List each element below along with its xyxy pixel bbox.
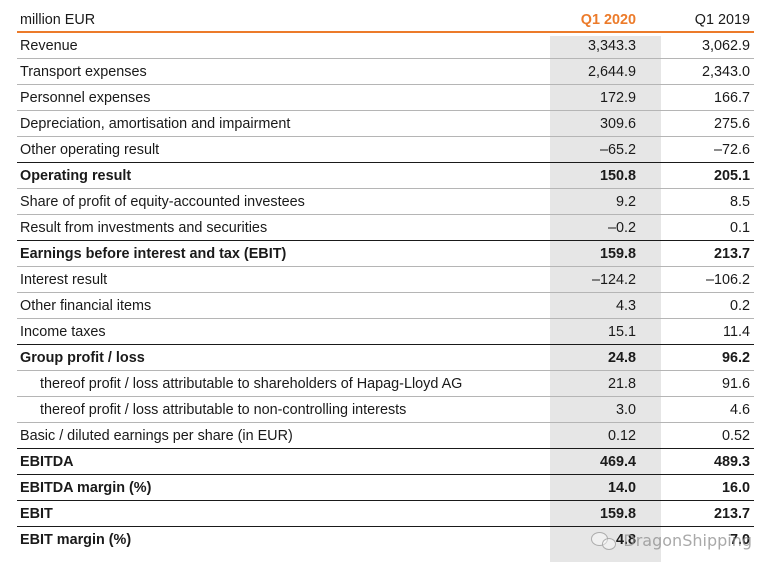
table-row: Result from investments and securities –… [17, 215, 754, 241]
value-q1-2019: 2,343.0 [701, 63, 750, 80]
value-q1-2019: 0.1 [729, 219, 750, 236]
row-label: EBIT margin (%) [20, 531, 132, 548]
value-q1-2020: 9.2 [615, 193, 636, 210]
row-label: Transport expenses [20, 63, 147, 80]
row-label: EBITDA margin (%) [20, 479, 152, 496]
row-label: Earnings before interest and tax (EBIT) [20, 245, 287, 262]
row-label: Income taxes [20, 323, 106, 340]
wechat-icon [591, 530, 617, 550]
value-q1-2019: 7.0 [729, 531, 750, 548]
row-label: Other financial items [20, 297, 152, 314]
value-q1-2019: 16.0 [721, 479, 750, 496]
income-statement-table: million EUR Q1 2020 Q1 2019 Revenue 3,34… [17, 8, 754, 562]
row-label: Share of profit of equity-accounted inve… [20, 193, 305, 210]
value-q1-2019: 0.2 [729, 297, 750, 314]
row-label: Group profit / loss [20, 349, 145, 366]
row-label: Basic / diluted earnings per share (in E… [20, 427, 293, 444]
row-label: Depreciation, amortisation and impairmen… [20, 115, 291, 132]
value-q1-2020: 4.3 [615, 297, 636, 314]
value-q1-2019: 213.7 [713, 245, 750, 262]
table-row-total: EBITDA margin (%) 14.0 16.0 [17, 474, 754, 501]
watermark-text: DragonShipping [623, 530, 752, 550]
row-label: thereof profit / loss attributable to no… [40, 401, 407, 418]
value-q1-2020: 4.8 [615, 531, 636, 548]
row-label: Interest result [20, 271, 108, 288]
table-row-total: EBITDA 469.4 489.3 [17, 448, 754, 475]
row-label: Result from investments and securities [20, 219, 268, 236]
row-label: thereof profit / loss attributable to sh… [40, 375, 463, 392]
value-q1-2019: 4.6 [729, 401, 750, 418]
table-row: Basic / diluted earnings per share (in E… [17, 423, 754, 449]
value-q1-2019: 96.2 [721, 349, 750, 366]
table-row: Interest result –124.2 –106.2 [17, 267, 754, 293]
table-row: Revenue 3,343.3 3,062.9 [17, 33, 754, 59]
row-label: Personnel expenses [20, 89, 151, 106]
table-row-total: Earnings before interest and tax (EBIT) … [17, 240, 754, 267]
table-row-total: Operating result 150.8 205.1 [17, 162, 754, 189]
row-label: Revenue [20, 37, 78, 54]
value-q1-2020: 24.8 [607, 349, 636, 366]
watermark: DragonShipping [591, 530, 752, 550]
value-q1-2020: 150.8 [599, 167, 636, 184]
table-row: Personnel expenses 172.9 166.7 [17, 85, 754, 111]
value-q1-2019: 489.3 [713, 453, 750, 470]
value-q1-2019: 213.7 [713, 505, 750, 522]
value-q1-2020: 3,343.3 [587, 37, 636, 54]
table-row: Share of profit of equity-accounted inve… [17, 189, 754, 215]
table-header-row: million EUR Q1 2020 Q1 2019 [17, 8, 754, 33]
value-q1-2020: 172.9 [599, 89, 636, 106]
value-q1-2020: 15.1 [607, 323, 636, 340]
value-q1-2020: 159.8 [599, 505, 636, 522]
value-q1-2020: 0.12 [607, 427, 636, 444]
value-q1-2019: 91.6 [721, 375, 750, 392]
value-q1-2020: –0.2 [607, 219, 636, 236]
header-q1-2020: Q1 2020 [580, 11, 636, 28]
value-q1-2020: 309.6 [599, 115, 636, 132]
table-row: thereof profit / loss attributable to no… [17, 397, 754, 423]
value-q1-2019: 8.5 [729, 193, 750, 210]
value-q1-2019: –106.2 [705, 271, 750, 288]
table-row: Transport expenses 2,644.9 2,343.0 [17, 59, 754, 85]
value-q1-2019: 3,062.9 [701, 37, 750, 54]
value-q1-2020: 2,644.9 [587, 63, 636, 80]
table-row: Depreciation, amortisation and impairmen… [17, 111, 754, 137]
value-q1-2019: 0.52 [721, 427, 750, 444]
row-label: Other operating result [20, 141, 160, 158]
value-q1-2019: 275.6 [713, 115, 750, 132]
table-row-total: EBIT 159.8 213.7 [17, 500, 754, 527]
value-q1-2019: 205.1 [713, 167, 750, 184]
row-label: Operating result [20, 167, 132, 184]
value-q1-2020: 469.4 [599, 453, 636, 470]
value-q1-2019: 166.7 [713, 89, 750, 106]
value-q1-2020: 3.0 [615, 401, 636, 418]
value-q1-2019: –72.6 [713, 141, 750, 158]
table-row: Other operating result –65.2 –72.6 [17, 137, 754, 163]
table-row: Income taxes 15.1 11.4 [17, 319, 754, 345]
value-q1-2020: 159.8 [599, 245, 636, 262]
table-row: Other financial items 4.3 0.2 [17, 293, 754, 319]
table-row-total: EBIT margin (%) 4.8 7.0 [17, 526, 754, 552]
table-row: thereof profit / loss attributable to sh… [17, 371, 754, 397]
row-label: EBIT [20, 505, 53, 522]
row-label: EBITDA [20, 453, 74, 470]
header-q1-2019: Q1 2019 [694, 11, 750, 28]
value-q1-2020: –124.2 [591, 271, 636, 288]
value-q1-2020: 21.8 [607, 375, 636, 392]
table-row-total: Group profit / loss 24.8 96.2 [17, 344, 754, 371]
header-unit-label: million EUR [20, 11, 96, 28]
value-q1-2020: 14.0 [607, 479, 636, 496]
value-q1-2019: 11.4 [723, 323, 750, 340]
value-q1-2020: –65.2 [599, 141, 636, 158]
